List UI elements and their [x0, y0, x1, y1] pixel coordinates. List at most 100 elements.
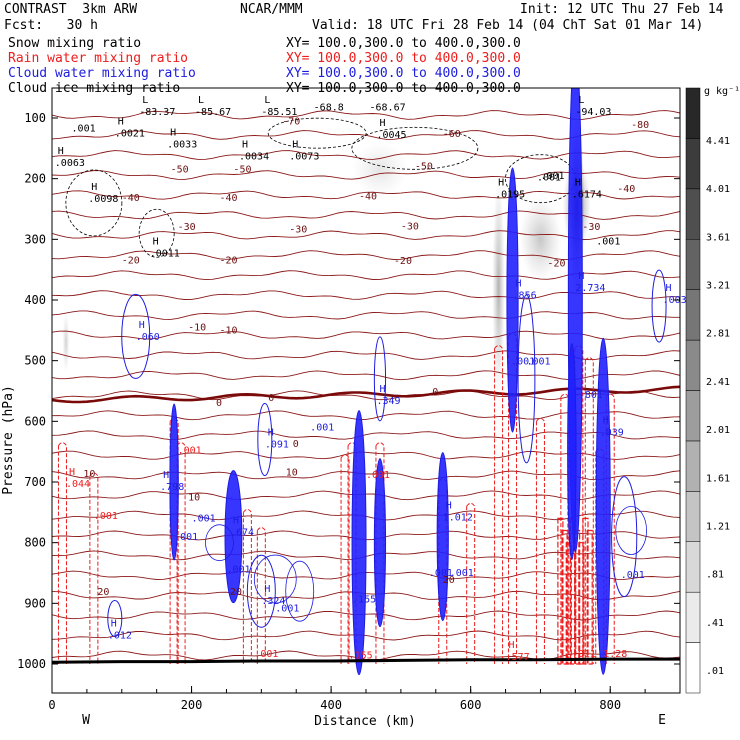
extremum-mark: H [139, 320, 145, 331]
extremum-mark: H [111, 619, 117, 630]
temperature-label: 20 [230, 587, 242, 598]
x-axis-label: Distance (km) [314, 714, 416, 729]
plot-area [52, 88, 680, 676]
cloud-water-contour [246, 554, 276, 628]
contour-label: .011 [572, 649, 596, 660]
contour-label: .060 [136, 332, 160, 343]
colorbar-label: 3.21 [706, 281, 730, 292]
temperature-label: -50 [171, 164, 189, 175]
temperature-contour [52, 430, 680, 441]
contour-label: .001 [511, 356, 535, 367]
colorbar-swatch [685, 289, 701, 341]
extremum-mark: H [242, 139, 248, 150]
temperature-contour [52, 610, 680, 621]
contour-label: .155 [352, 594, 376, 605]
temperature-label: -30 [289, 224, 307, 235]
extremum-mark: H [575, 178, 581, 189]
cloud-water-contours [107, 88, 667, 676]
contour-label: .0073 [289, 151, 319, 162]
colorbar-label: 2.81 [706, 329, 730, 340]
colorbar-label: .81 [706, 570, 724, 581]
temperature-label: -20 [122, 255, 140, 266]
y-tick-label: 800 [24, 536, 46, 550]
extremum-mark: H [170, 127, 176, 138]
contour-label: .349 [376, 396, 400, 407]
extremum-mark: H [603, 415, 609, 426]
contour-label: .0045 [376, 130, 406, 141]
temperature-label: 0 [432, 387, 438, 398]
extremum-mark: H [446, 500, 452, 511]
x-tick-label: 400 [320, 698, 342, 712]
contour-label: .039 [600, 427, 624, 438]
contour-label: .0195 [495, 190, 525, 201]
contour-label: .0033 [167, 139, 197, 150]
cloud-water-contour [595, 337, 611, 675]
colorbar-swatch [685, 591, 701, 643]
y-tick-label: 500 [24, 354, 46, 368]
contour-label: .001 [192, 514, 216, 525]
cloud-ice-contour [351, 126, 479, 170]
extremum-mark: H [118, 116, 124, 127]
colorbar-swatch [685, 440, 701, 492]
snow-shade [62, 312, 70, 373]
colorbar-swatch [685, 87, 701, 139]
contour-label: .674 [230, 528, 254, 539]
colorbar-label: .41 [706, 618, 724, 629]
temperature-label: -70 [282, 116, 300, 127]
contour-label: .001 [72, 124, 96, 135]
colorbar-label: 4.01 [706, 184, 730, 195]
contour-label: .001 [178, 446, 202, 457]
rain-water-contour [256, 527, 266, 664]
contour-label: -83.37 [139, 107, 175, 118]
cloud-water-contour [567, 343, 577, 561]
contour-label: .0034 [239, 151, 269, 162]
temperature-label: -50 [415, 161, 433, 172]
temperature-contour [52, 310, 680, 320]
temperature-label: 20 [443, 575, 455, 586]
rain-water-contour [89, 472, 99, 664]
contour-label: 1.28 [603, 649, 627, 660]
snow-shade [492, 178, 505, 398]
temperature-label: -10 [219, 326, 237, 337]
temperature-label: -40 [122, 193, 140, 204]
rain-water-contour [494, 345, 504, 664]
colorbar-label: 1.21 [706, 521, 730, 532]
extremum-mark: H [91, 182, 97, 193]
forecast-hour: Fcst: 30 h [4, 18, 98, 33]
extremum-mark: L [142, 95, 148, 106]
rain-water-contour [347, 442, 357, 664]
cloud-water-contour [224, 470, 243, 604]
cloud-water-contour [351, 410, 367, 676]
colorbar: g kg⁻¹ 4.41 4.01 3.61 3.21 2.81 2.41 2.01 1.61 1… [685, 86, 740, 694]
contour-label: -85.51 [261, 107, 297, 118]
extremum-mark: H [379, 384, 385, 395]
contour-label: .001 [226, 565, 250, 576]
rain-core-contour [582, 517, 589, 665]
temperature-label: -80 [631, 120, 649, 131]
model-title: CONTRAST 3km ARW [4, 2, 138, 17]
cloud-water-contour [253, 554, 297, 604]
colorbar-swatch [685, 239, 701, 290]
y-tick-label: 700 [24, 475, 46, 489]
temperature-contour [52, 250, 680, 260]
contour-label: .001 [429, 568, 453, 579]
cloud-water-contour [615, 506, 647, 555]
field-snow-xy: XY= 100.0,300.0 to 400.0,300.0 [286, 36, 521, 51]
contour-label: .001 [310, 423, 334, 434]
field-snow-name: Snow mixing ratio [8, 36, 142, 51]
contour-label: .001 [174, 532, 198, 543]
contour-label: .001 [94, 511, 118, 522]
extremum-mark: H [498, 178, 504, 189]
rain-water-contour [560, 393, 570, 664]
extremum-mark: L [198, 95, 204, 106]
rain-water-contour [169, 417, 179, 664]
x-tick-label: 600 [460, 698, 482, 712]
temperature-contour [52, 450, 680, 460]
temperature-label: 0 [268, 393, 274, 404]
temperature-label: -60 [443, 129, 461, 140]
rain-core-contour [586, 529, 593, 665]
colorbar-swatch [685, 188, 701, 240]
field-cloudwater-name: Cloud water mixing ratio [8, 66, 196, 81]
contour-label: -68.8 [314, 102, 344, 113]
contour-label: .091 [265, 440, 289, 451]
